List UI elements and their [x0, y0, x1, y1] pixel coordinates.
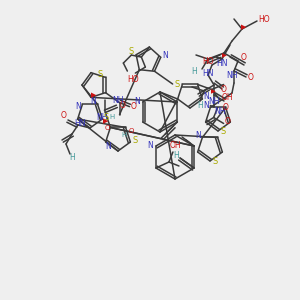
Text: N: N: [203, 92, 209, 100]
Text: NH: NH: [112, 96, 123, 105]
Text: O: O: [129, 128, 134, 134]
Text: O: O: [130, 102, 136, 111]
Text: N: N: [76, 102, 81, 111]
Text: O: O: [61, 112, 67, 121]
Text: S: S: [98, 70, 103, 79]
Text: NH: NH: [214, 107, 225, 116]
Text: N: N: [105, 142, 110, 151]
Text: OH: OH: [169, 142, 181, 151]
Text: S: S: [104, 112, 109, 122]
Text: HO: HO: [258, 14, 270, 23]
Text: N: N: [90, 97, 96, 106]
Text: HN: HN: [216, 58, 228, 68]
Text: ▶: ▶: [211, 89, 216, 94]
Text: S: S: [133, 136, 138, 145]
Text: ▶: ▶: [222, 53, 226, 58]
Text: HN: HN: [202, 68, 214, 77]
Text: O: O: [119, 101, 125, 110]
Text: O: O: [223, 103, 229, 112]
Text: HO: HO: [202, 56, 214, 65]
Text: N: N: [196, 131, 201, 140]
Text: HN: HN: [74, 118, 86, 127]
Text: O: O: [221, 85, 227, 94]
Text: O: O: [105, 125, 110, 131]
Text: NH: NH: [208, 97, 220, 106]
Text: ▶: ▶: [91, 92, 97, 98]
Text: NH: NH: [226, 70, 238, 80]
Text: S: S: [220, 127, 226, 136]
Text: NH: NH: [97, 113, 108, 122]
Text: N: N: [147, 142, 153, 151]
Text: S: S: [212, 157, 217, 166]
Text: O: O: [248, 73, 254, 82]
Text: H: H: [121, 133, 126, 139]
Text: HO: HO: [128, 75, 139, 84]
Text: N: N: [134, 98, 140, 106]
Text: O: O: [225, 117, 231, 126]
Text: S: S: [128, 47, 134, 56]
Text: S: S: [175, 80, 180, 89]
Text: H: H: [173, 152, 179, 160]
Text: O: O: [241, 53, 247, 62]
Text: ▶: ▶: [103, 118, 108, 124]
Text: H: H: [191, 67, 197, 76]
Text: ▶: ▶: [241, 24, 247, 30]
Text: N: N: [203, 101, 209, 110]
Text: H: H: [69, 154, 75, 163]
Text: N: N: [162, 51, 168, 60]
Text: H: H: [109, 114, 114, 120]
Text: OH: OH: [222, 93, 233, 102]
Text: H: H: [197, 100, 203, 109]
